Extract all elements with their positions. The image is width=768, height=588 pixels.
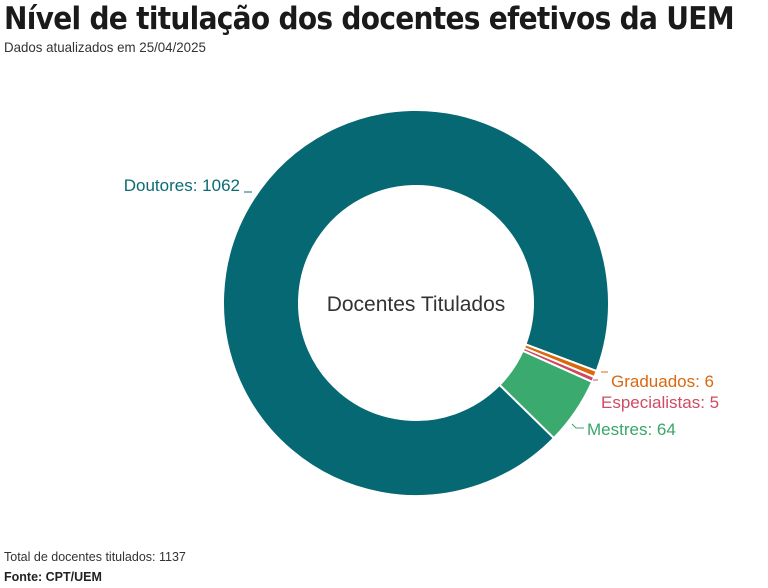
donut-slices xyxy=(222,109,610,497)
label-mestres: Mestres: 64 xyxy=(587,420,676,439)
center-label: Docentes Titulados xyxy=(327,293,506,316)
total-note: Total de docentes titulados: 1137 xyxy=(4,550,186,564)
slice-doutores xyxy=(222,109,610,497)
label-leader-lines xyxy=(244,191,608,429)
chart-subtitle: Dados atualizados em 25/04/2025 xyxy=(4,39,206,55)
label-doutores: Doutores: 1062 xyxy=(124,176,240,195)
chart-title: Nível de titulação dos docentes efetivos… xyxy=(4,1,735,37)
label-graduados: Graduados: 6 xyxy=(611,372,714,391)
slice-mestres xyxy=(498,349,594,440)
label-especialistas: Especialistas: 5 xyxy=(601,393,719,412)
leader-mestres xyxy=(571,423,584,429)
source-note: Fonte: CPT/UEM xyxy=(4,570,102,584)
